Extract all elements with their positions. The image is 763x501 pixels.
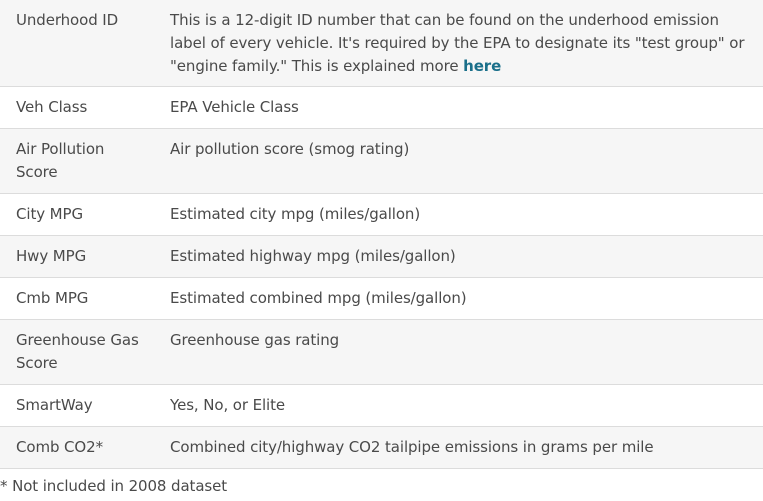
term-cell: Underhood ID	[0, 0, 154, 87]
table-row: Veh Class EPA Vehicle Class	[0, 86, 763, 129]
term-cell: Air Pollution Score	[0, 128, 154, 194]
table-row: Air Pollution Score Air pollution score …	[0, 128, 763, 194]
definition-cell: This is a 12-digit ID number that can be…	[154, 0, 763, 87]
definition-cell: Estimated highway mpg (miles/gallon)	[154, 235, 763, 278]
table-row: Comb CO2* Combined city/highway CO2 tail…	[0, 426, 763, 469]
definition-cell: Yes, No, or Elite	[154, 384, 763, 427]
definition-cell: Estimated combined mpg (miles/gallon)	[154, 277, 763, 320]
term-cell: Comb CO2*	[0, 426, 154, 469]
definition-text: This is a 12-digit ID number that can be…	[170, 11, 745, 75]
table-row: Underhood ID This is a 12-digit ID numbe…	[0, 0, 763, 87]
table-row: SmartWay Yes, No, or Elite	[0, 384, 763, 427]
table-row: Greenhouse Gas Score Greenhouse gas rati…	[0, 319, 763, 385]
glossary-table: Underhood ID This is a 12-digit ID numbe…	[0, 0, 763, 469]
term-cell: Hwy MPG	[0, 235, 154, 278]
table-row: Hwy MPG Estimated highway mpg (miles/gal…	[0, 235, 763, 278]
definition-cell: Air pollution score (smog rating)	[154, 128, 763, 194]
term-cell: City MPG	[0, 193, 154, 236]
term-cell: SmartWay	[0, 384, 154, 427]
term-cell: Veh Class	[0, 86, 154, 129]
definition-cell: EPA Vehicle Class	[154, 86, 763, 129]
table-row: Cmb MPG Estimated combined mpg (miles/ga…	[0, 277, 763, 320]
definition-cell: Estimated city mpg (miles/gallon)	[154, 193, 763, 236]
definition-cell: Combined city/highway CO2 tailpipe emiss…	[154, 426, 763, 469]
here-link[interactable]: here	[463, 57, 502, 75]
table-row: City MPG Estimated city mpg (miles/gallo…	[0, 193, 763, 236]
term-cell: Cmb MPG	[0, 277, 154, 320]
definition-cell: Greenhouse gas rating	[154, 319, 763, 385]
term-cell: Greenhouse Gas Score	[0, 319, 154, 385]
footnote: * Not included in 2008 dataset	[0, 477, 228, 495]
